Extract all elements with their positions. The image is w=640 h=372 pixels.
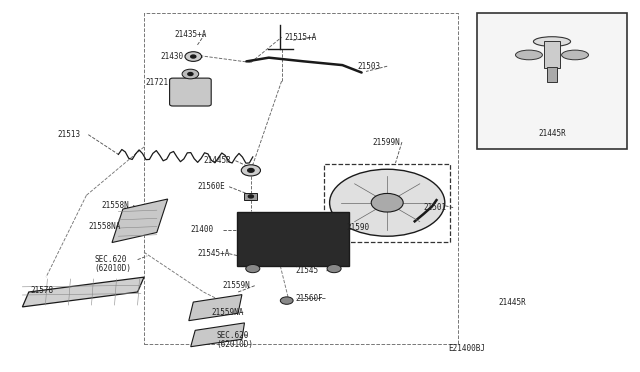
Text: 21503: 21503 xyxy=(357,62,380,71)
Ellipse shape xyxy=(516,50,543,60)
Circle shape xyxy=(248,169,254,172)
Text: 21545+A: 21545+A xyxy=(197,249,230,258)
Circle shape xyxy=(185,52,202,61)
Text: 21513: 21513 xyxy=(58,130,81,139)
Text: 21501: 21501 xyxy=(424,203,447,212)
Text: 21590: 21590 xyxy=(347,223,370,232)
Text: 21559NA: 21559NA xyxy=(211,308,244,317)
Text: 21559N: 21559N xyxy=(223,281,250,290)
Text: 21400: 21400 xyxy=(191,225,214,234)
Text: (62010D): (62010D) xyxy=(216,340,253,349)
Circle shape xyxy=(246,264,260,273)
Text: E21400BJ: E21400BJ xyxy=(448,344,485,353)
Ellipse shape xyxy=(534,37,571,46)
Text: 21445R: 21445R xyxy=(538,129,566,138)
Text: 21560E: 21560E xyxy=(197,182,225,191)
Text: 21545: 21545 xyxy=(296,266,319,275)
Circle shape xyxy=(248,195,253,198)
Ellipse shape xyxy=(562,50,589,60)
Circle shape xyxy=(280,297,293,304)
Polygon shape xyxy=(189,295,242,321)
Text: 21445R: 21445R xyxy=(498,298,526,307)
Circle shape xyxy=(371,193,403,212)
Text: 21445R: 21445R xyxy=(204,156,231,165)
Text: 21599N: 21599N xyxy=(372,138,400,147)
Text: SEC.620: SEC.620 xyxy=(95,255,127,264)
Bar xyxy=(545,41,560,68)
Circle shape xyxy=(188,73,193,76)
Circle shape xyxy=(330,169,445,236)
Text: 21430: 21430 xyxy=(160,52,183,61)
Bar xyxy=(244,193,257,200)
Text: 21578: 21578 xyxy=(31,286,54,295)
Text: 21560F: 21560F xyxy=(296,294,323,303)
Circle shape xyxy=(182,69,199,79)
Circle shape xyxy=(548,40,556,44)
Text: 21558N: 21558N xyxy=(101,201,129,210)
Text: 21558NA: 21558NA xyxy=(88,222,121,231)
Circle shape xyxy=(191,55,196,58)
Polygon shape xyxy=(22,277,144,307)
Circle shape xyxy=(327,264,341,273)
Polygon shape xyxy=(191,323,244,347)
Text: (62010D): (62010D) xyxy=(95,264,132,273)
FancyBboxPatch shape xyxy=(170,78,211,106)
Bar xyxy=(237,212,349,266)
Polygon shape xyxy=(112,199,168,243)
Bar xyxy=(547,67,557,83)
Circle shape xyxy=(241,165,260,176)
Text: 21435+A: 21435+A xyxy=(174,30,207,39)
Text: 21721: 21721 xyxy=(146,78,169,87)
Bar xyxy=(477,13,627,149)
Text: 21515+A: 21515+A xyxy=(285,33,317,42)
Text: SEC.620: SEC.620 xyxy=(216,331,249,340)
